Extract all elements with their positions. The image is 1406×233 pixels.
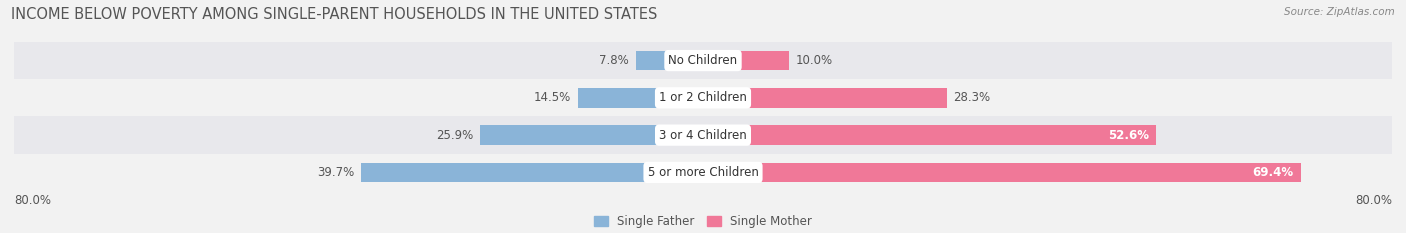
Bar [703,51,789,70]
Text: 10.0%: 10.0% [796,54,834,67]
Text: 3 or 4 Children: 3 or 4 Children [659,129,747,142]
Bar [14,42,1392,79]
Text: 28.3%: 28.3% [953,91,991,104]
Text: 14.5%: 14.5% [534,91,571,104]
Text: 69.4%: 69.4% [1253,166,1294,179]
Text: Source: ZipAtlas.com: Source: ZipAtlas.com [1284,7,1395,17]
Bar [14,154,1392,191]
Text: 25.9%: 25.9% [436,129,472,142]
Text: 80.0%: 80.0% [1355,194,1392,207]
Text: 7.8%: 7.8% [599,54,628,67]
Bar [703,163,1301,182]
Text: 5 or more Children: 5 or more Children [648,166,758,179]
Text: 39.7%: 39.7% [316,166,354,179]
Text: INCOME BELOW POVERTY AMONG SINGLE-PARENT HOUSEHOLDS IN THE UNITED STATES: INCOME BELOW POVERTY AMONG SINGLE-PARENT… [11,7,658,22]
Bar [703,88,946,108]
Bar [14,79,1392,116]
Bar [361,163,703,182]
Bar [14,116,1392,154]
Text: No Children: No Children [668,54,738,67]
Bar [578,88,703,108]
Bar [636,51,703,70]
Bar [703,125,1156,145]
Text: 52.6%: 52.6% [1108,129,1149,142]
Text: 1 or 2 Children: 1 or 2 Children [659,91,747,104]
Text: 80.0%: 80.0% [14,194,51,207]
Legend: Single Father, Single Mother: Single Father, Single Mother [589,210,817,233]
Bar [479,125,703,145]
